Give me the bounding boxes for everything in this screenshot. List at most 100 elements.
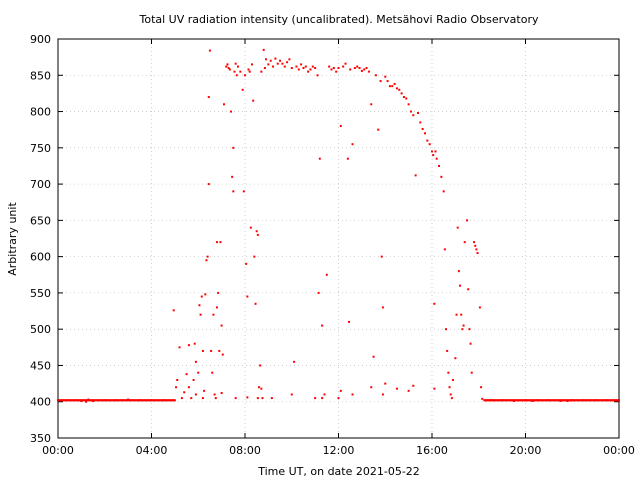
data-point <box>197 371 200 374</box>
data-point <box>203 389 206 392</box>
data-point <box>384 382 387 385</box>
x-axis-ticks: 00:00 04:00 08:00 12:00 16:00 20:00 00:00 <box>42 39 635 457</box>
data-point <box>446 349 449 352</box>
y-tick-label: 400 <box>30 396 51 409</box>
data-point <box>384 75 387 78</box>
data-point <box>288 58 291 61</box>
data-point <box>251 63 254 66</box>
y-axis-label: Arbitrary unit <box>6 202 19 276</box>
grid-lines <box>58 39 619 438</box>
x-tick-label: 00:00 <box>603 444 635 457</box>
data-point <box>283 65 286 68</box>
data-point <box>290 67 293 70</box>
data-point <box>220 324 223 327</box>
data-point <box>214 397 217 400</box>
data-point <box>265 58 268 61</box>
data-point <box>276 62 279 65</box>
data-point <box>398 88 401 91</box>
data-point <box>274 57 277 60</box>
data-point <box>447 371 450 374</box>
data-point <box>207 183 210 186</box>
data-point <box>286 61 289 64</box>
data-point <box>455 313 458 316</box>
data-point <box>270 397 273 400</box>
data-point <box>474 244 477 247</box>
data-point <box>463 241 466 244</box>
data-point <box>228 68 231 71</box>
data-point <box>457 270 460 273</box>
data-point <box>208 49 211 52</box>
data-point <box>259 364 262 367</box>
data-point <box>356 65 359 68</box>
x-tick-label: 08:00 <box>229 444 261 457</box>
data-point <box>443 248 446 251</box>
y-tick-label: 900 <box>30 33 51 46</box>
data-point <box>242 190 245 193</box>
data-point <box>478 306 481 309</box>
data-point <box>201 397 204 400</box>
data-point <box>204 293 207 296</box>
data-point <box>469 342 472 345</box>
data-point <box>211 371 214 374</box>
data-point <box>426 139 429 142</box>
data-point <box>475 248 478 251</box>
x-tick-label: 12:00 <box>323 444 355 457</box>
data-point <box>229 110 232 113</box>
data-point <box>317 291 320 294</box>
data-point <box>432 154 435 157</box>
data-point <box>221 353 224 356</box>
data-point <box>213 393 216 396</box>
data-point <box>218 349 221 352</box>
data-point <box>440 175 443 178</box>
data-point <box>414 174 417 177</box>
data-point <box>412 384 415 387</box>
data-point <box>377 128 380 131</box>
data-point <box>381 306 384 309</box>
data-point <box>459 284 462 287</box>
data-point <box>325 273 328 276</box>
chart-title: Total UV radiation intensity (uncalibrat… <box>139 13 539 26</box>
data-point <box>346 157 349 160</box>
data-point <box>239 70 242 73</box>
data-point <box>246 295 249 298</box>
data-point <box>256 233 259 236</box>
data-point <box>448 386 451 389</box>
x-axis-label: Time UT, on date 2021-05-22 <box>257 465 420 478</box>
data-point <box>249 226 252 229</box>
x-tick-label: 20:00 <box>510 444 542 457</box>
data-point <box>309 68 312 71</box>
data-point <box>442 190 445 193</box>
data-point <box>360 69 363 72</box>
data-point <box>321 397 324 400</box>
data-points <box>57 48 620 403</box>
data-point <box>300 63 303 66</box>
data-point <box>337 397 340 400</box>
data-point <box>438 164 441 167</box>
data-point <box>335 70 338 73</box>
data-point <box>281 62 284 65</box>
data-point <box>348 320 351 323</box>
data-point <box>431 150 433 153</box>
data-point <box>450 397 453 400</box>
data-point <box>185 373 188 376</box>
data-point <box>342 65 345 68</box>
data-point <box>232 146 235 149</box>
data-point <box>183 391 186 394</box>
data-point <box>311 65 314 68</box>
y-tick-label: 450 <box>30 359 51 372</box>
data-point <box>85 400 88 403</box>
data-point <box>349 68 352 71</box>
data-point <box>262 48 265 51</box>
data-point <box>412 114 415 117</box>
data-point <box>380 255 383 258</box>
data-point <box>386 80 389 83</box>
data-point <box>206 255 209 258</box>
data-point <box>461 328 464 331</box>
data-point <box>395 87 398 90</box>
data-point <box>480 386 483 389</box>
data-point <box>434 150 437 153</box>
data-point <box>176 378 179 381</box>
data-point <box>462 324 465 327</box>
data-point <box>428 143 431 146</box>
